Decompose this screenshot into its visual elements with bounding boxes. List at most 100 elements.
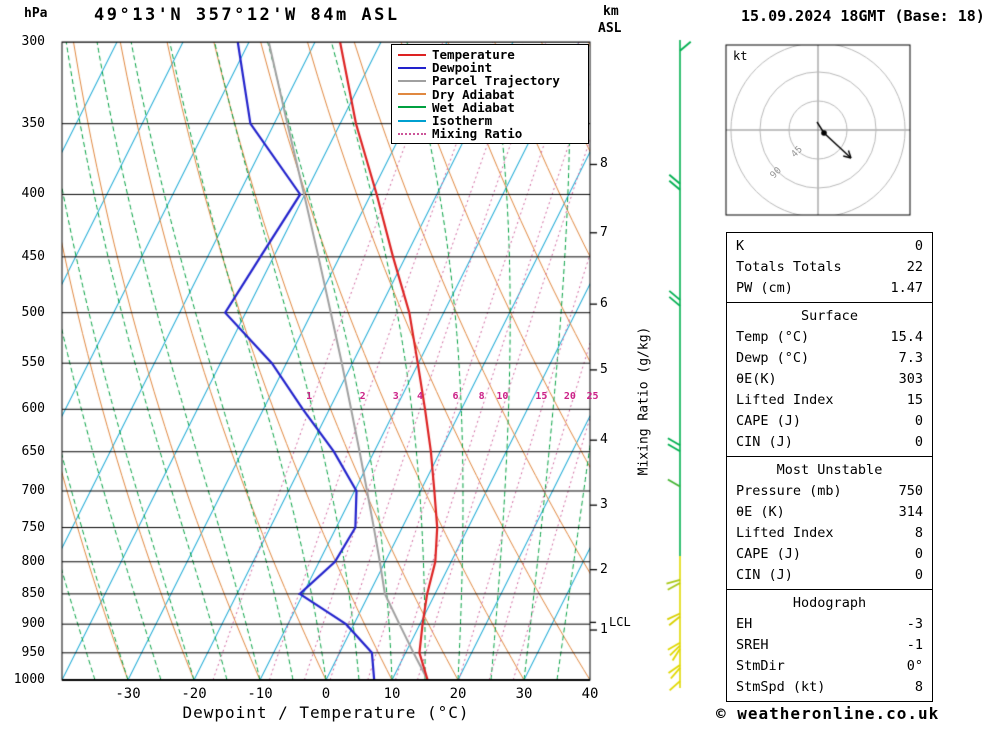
km-tick-label: 6	[600, 296, 608, 312]
legend-row: Isotherm	[396, 114, 584, 127]
legend-label: Mixing Ratio	[432, 126, 523, 142]
panel-row-label: StmDir	[736, 658, 785, 674]
panel-row-value: 15	[906, 392, 923, 408]
panel-row-label: Lifted Index	[736, 525, 834, 541]
temp-tick-label: 10	[383, 686, 401, 702]
panel-row: Dewp (°C) 7.3	[736, 348, 923, 369]
legend-line-swatch	[398, 132, 426, 135]
x-axis-title: Dewpoint / Temperature (°C)	[182, 703, 470, 722]
panel-row: Temp (°C) 15.4	[736, 327, 923, 348]
temp-tick-label: -10	[247, 686, 273, 702]
legend-label: Parcel Trajectory	[432, 73, 560, 89]
mixing-ratio-value-label: 8	[478, 391, 485, 402]
panel-row-value: 0°	[906, 658, 923, 674]
panel-row-label: EH	[736, 616, 753, 632]
legend-line-swatch	[398, 119, 426, 122]
indices-panel: Hodograph EH -3 SREH -1 StmDir 0° StmSpd (kt) 8	[726, 589, 933, 702]
panel-row: CAPE (J) 0	[736, 544, 923, 565]
pressure-axis-unit: hPa	[24, 6, 48, 21]
asl-axis-label: ASL	[598, 21, 622, 36]
mixing-ratio-value-label: 3	[392, 391, 399, 402]
panel-row-value: 7.3	[898, 350, 923, 366]
panel-row-value: 0	[914, 413, 923, 429]
panel-row-value: 0	[914, 238, 923, 254]
panel-row: EH -3	[736, 614, 923, 635]
legend-row: Parcel Trajectory	[396, 74, 584, 87]
indices-panels: K 0 Totals Totals 22 PW (cm) 1.47 Surface Temp …	[726, 232, 933, 702]
km-tick-label: 2	[600, 561, 608, 577]
pressure-tick-label: 600	[21, 401, 45, 417]
panel-row-value: 15.4	[890, 329, 923, 345]
pressure-tick-label: 450	[21, 248, 45, 264]
panel-row: SREH -1	[736, 635, 923, 656]
station-title: 49°13'N 357°12'W 84m ASL	[94, 5, 400, 25]
pressure-tick-label: 550	[21, 355, 45, 371]
legend-row: Mixing Ratio	[396, 127, 584, 140]
panel-title: Surface	[801, 308, 858, 324]
mixing-ratio-value-label: 25	[586, 391, 599, 402]
panel-row-value: -3	[906, 616, 923, 632]
mixing-ratio-value-label: 10	[496, 391, 509, 402]
panel-row-value: 1.47	[890, 280, 923, 296]
km-tick-label: 4	[600, 432, 608, 448]
mixing-ratio-axis-title: Mixing Ratio (g/kg)	[636, 326, 652, 476]
legend-label: Dry Adiabat	[432, 86, 515, 102]
pressure-tick-label: 650	[21, 443, 45, 459]
legend-line-swatch	[398, 79, 426, 82]
panel-row-label: CAPE (J)	[736, 546, 802, 562]
legend-box: Temperature Dewpoint Parcel Trajectory Dry …	[391, 44, 589, 145]
legend-line-swatch	[398, 53, 426, 56]
panel-row-label: θE (K)	[736, 504, 785, 520]
pressure-tick-label: 500	[21, 304, 45, 320]
panel-row: θE(K) 303	[736, 369, 923, 390]
indices-panel: Most Unstable Pressure (mb) 750 θE (K) 314 Li…	[726, 456, 933, 590]
panel-row-value: 0	[914, 546, 923, 562]
panel-row-label: Totals Totals	[736, 259, 842, 275]
indices-panel: K 0 Totals Totals 22 PW (cm) 1.47	[726, 232, 933, 303]
panel-row-value: 0	[914, 567, 923, 583]
pressure-tick-label: 350	[21, 115, 45, 131]
temp-tick-label: 40	[581, 686, 599, 702]
pressure-tick-label: 1000	[13, 672, 45, 687]
panel-row-label: Temp (°C)	[736, 329, 810, 345]
copyright-footer: © weatheronline.co.uk	[716, 704, 940, 723]
km-tick-label: 8	[600, 156, 608, 172]
panel-row: CAPE (J) 0	[736, 411, 923, 432]
panel-row: CIN (J) 0	[736, 565, 923, 586]
pressure-tick-label: 900	[21, 616, 45, 632]
panel-row: θE (K) 314	[736, 502, 923, 523]
legend-row: Dewpoint	[396, 61, 584, 74]
km-axis-label: km	[603, 4, 619, 19]
km-tick-label: 7	[600, 224, 608, 240]
panel-row-label: PW (cm)	[736, 280, 793, 296]
legend-label: Dewpoint	[432, 60, 493, 76]
pressure-tick-label: 800	[21, 553, 45, 569]
legend-row: Wet Adiabat	[396, 101, 584, 114]
panel-row-label: CAPE (J)	[736, 413, 802, 429]
panel-title: Hodograph	[792, 595, 867, 611]
panel-row: StmSpd (kt) 8	[736, 677, 923, 698]
panel-row-label: Pressure (mb)	[736, 483, 842, 499]
pressure-tick-label: 300	[21, 34, 45, 49]
temp-tick-label: -30	[115, 686, 141, 702]
panel-title: Most Unstable	[776, 462, 883, 478]
legend-row: Dry Adiabat	[396, 88, 584, 101]
temp-tick-label: 20	[449, 686, 467, 702]
panel-row-value: 314	[898, 504, 923, 520]
pressure-tick-label: 700	[21, 482, 45, 498]
mixing-ratio-value-label: 20	[563, 391, 576, 402]
mixing-ratio-value-label: 4	[417, 391, 424, 402]
temp-tick-label: 0	[321, 686, 331, 702]
panel-row-label: K	[736, 238, 745, 254]
temp-tick-label: 30	[515, 686, 533, 702]
panel-row-value: 8	[914, 679, 923, 695]
legend-label: Isotherm	[432, 113, 493, 129]
panel-row: StmDir 0°	[736, 656, 923, 677]
km-tick-label: 1	[600, 622, 608, 638]
legend-label: Wet Adiabat	[432, 99, 515, 115]
lcl-marker-label: LCL	[609, 615, 631, 629]
legend-line-swatch	[398, 66, 426, 69]
panel-row-label: CIN (J)	[736, 567, 793, 583]
legend-row: Temperature	[396, 48, 584, 61]
indices-panel: Surface Temp (°C) 15.4 Dewp (°C) 7.3 θE(K) 303…	[726, 302, 933, 457]
